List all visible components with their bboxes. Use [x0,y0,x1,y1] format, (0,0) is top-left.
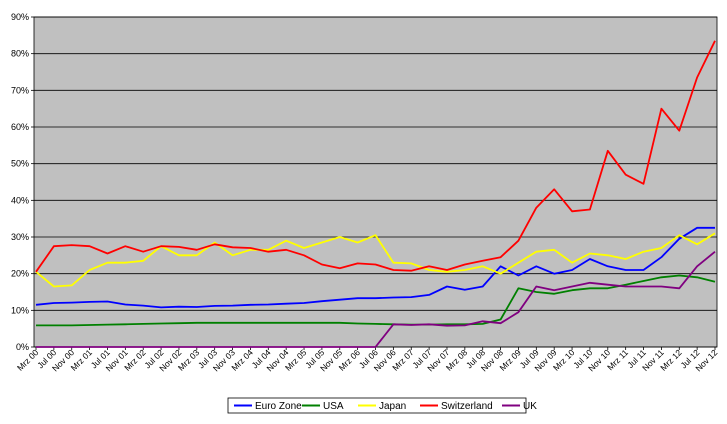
legend-label: UK [523,401,537,412]
y-tick-label: 50% [11,159,29,169]
legend-label: Japan [379,401,406,412]
legend-label: Switzerland [441,401,493,412]
x-tick-label: Mrz 11 [605,347,630,372]
legend-label: Euro Zone [255,401,302,412]
series-line-japan [35,232,716,288]
legend: Euro Zone USA Japan Switzerland UK [227,397,537,414]
series-line-uk [36,251,716,348]
y-tick-label: 0% [16,342,29,352]
legend-label: USA [323,401,344,412]
y-tick-label: 90% [11,12,29,22]
y-axis-ticks: 0% 10% 20% 30% 40% 50% 60% 70% 80% 90% [11,12,34,352]
y-tick-label: 20% [11,269,29,279]
y-tick-label: 40% [11,195,29,205]
y-tick-label: 70% [11,85,29,95]
series-lines [35,40,716,348]
y-tick-label: 30% [11,232,29,242]
legend-box [227,397,527,414]
y-tick-label: 10% [11,305,29,315]
series-line-switzerland [35,40,716,273]
series-line-euro-zone [35,226,715,309]
series-line-usa [36,274,716,327]
plot-area-background [33,16,718,348]
y-tick-label: 60% [11,122,29,132]
y-tick-label: 80% [11,49,29,59]
